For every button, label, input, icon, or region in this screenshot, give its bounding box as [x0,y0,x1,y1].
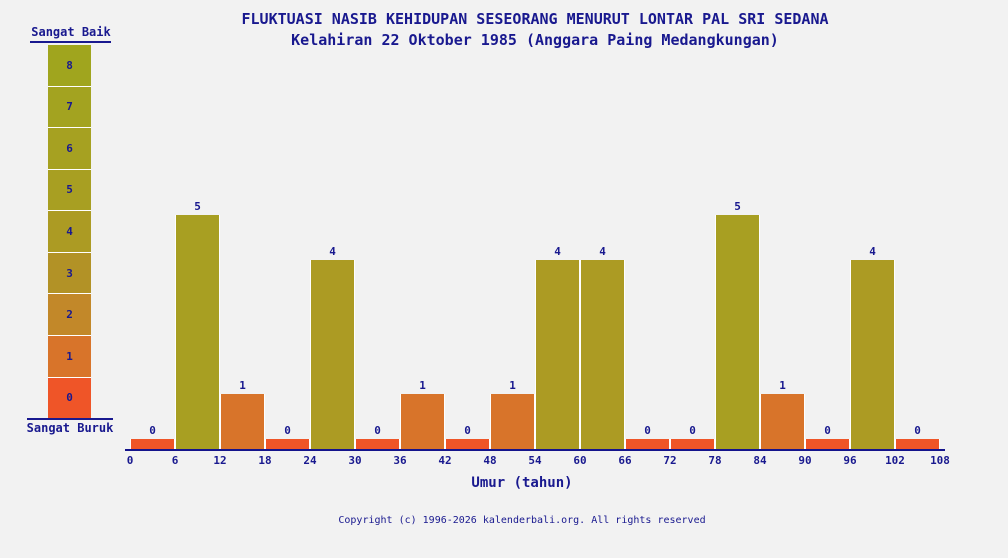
bar-value-label: 0 [284,424,291,437]
legend-cell-value: 1 [66,349,73,363]
bar-umur-90-96 [805,439,850,449]
bar-value-label: 4 [554,245,561,258]
bar-value-label: 0 [824,424,831,437]
bar-value-label: 0 [464,424,471,437]
legend-cell-value: 0 [66,391,73,405]
bar-umur-78-84 [715,215,760,449]
x-tick-30: 30 [348,454,362,467]
x-axis-line [125,449,945,451]
bar-umur-36-42 [400,394,445,449]
legend-cell-value: 5 [66,183,73,197]
legend-cell-value: 4 [66,225,73,239]
bar-value-label: 0 [914,424,921,437]
bar-umur-42-48 [445,439,490,449]
x-tick-18: 18 [258,454,272,467]
bar-umur-12-18 [220,394,265,449]
bar-value-label: 0 [374,424,381,437]
legend-bottom-rule [27,418,113,420]
legend-cell-value: 2 [66,308,73,322]
legend-cell-value: 6 [66,141,73,155]
bar-umur-66-72 [625,439,670,449]
bar-umur-102-108 [895,439,940,449]
x-tick-6: 6 [171,454,179,467]
bar-value-label: 5 [734,200,741,213]
bar-value-label: 0 [644,424,651,437]
legend-worst-label: Sangat Buruk [26,421,114,435]
chart-title: FLUKTUASI NASIB KEHIDUPAN SESEORANG MENU… [241,10,829,28]
bar-umur-84-90 [760,394,805,449]
x-tick-108: 108 [930,454,950,467]
x-tick-24: 24 [303,454,317,467]
bar-value-label: 1 [419,379,426,392]
bar-umur-30-36 [355,439,400,449]
x-tick-0: 0 [126,454,134,467]
x-tick-102: 102 [885,454,905,467]
x-tick-72: 72 [663,454,677,467]
copyright-text: Copyright (c) 1996-2026 kalenderbali.org… [338,515,706,526]
bar-umur-24-30 [310,260,355,449]
bar-value-label: 4 [599,245,606,258]
bar-value-label: 1 [239,379,246,392]
legend-cell-4: 4 [48,211,91,253]
bar-value-label: 4 [869,245,876,258]
bar-umur-54-60 [535,260,580,449]
bar-value-label: 1 [509,379,516,392]
legend-cell-7: 7 [48,86,91,129]
legend-cell-value: 8 [66,58,73,72]
legend-best-label: Sangat Baik [31,25,111,39]
x-tick-78: 78 [708,454,722,467]
legend-cell-6: 6 [48,128,91,170]
x-tick-84: 84 [753,454,767,467]
bar-value-label: 0 [149,424,156,437]
bar-umur-48-54 [490,394,535,449]
x-tick-48: 48 [483,454,497,467]
x-tick-36: 36 [393,454,407,467]
bar-umur-72-78 [670,439,715,449]
x-tick-54: 54 [528,454,542,467]
legend-cell-0: 0 [48,377,91,419]
legend-cell-value: 7 [66,100,73,114]
legend-cell-5: 5 [48,169,91,212]
x-tick-60: 60 [573,454,587,467]
legend-cell-1: 1 [48,335,91,378]
bar-value-label: 1 [779,379,786,392]
bar-value-label: 0 [689,424,696,437]
x-tick-12: 12 [213,454,227,467]
legend-cell-8: 8 [48,45,91,87]
bar-value-label: 5 [194,200,201,213]
bar-umur-6-12 [175,215,220,449]
x-tick-66: 66 [618,454,632,467]
x-axis-label: Umur (tahun) [471,475,573,491]
legend-cell-2: 2 [48,294,91,336]
legend-top-rule [30,41,111,43]
bar-umur-0-6 [130,439,175,449]
x-tick-90: 90 [798,454,812,467]
legend-cell-value: 3 [66,266,73,280]
legend-color-scale: 8 7 6 5 4 3 2 1 0 [48,45,91,419]
bar-umur-18-24 [265,439,310,449]
bar-umur-60-66 [580,260,625,449]
bar-value-label: 4 [329,245,336,258]
x-tick-96: 96 [843,454,857,467]
bar-umur-96-102 [850,260,895,449]
legend-cell-3: 3 [48,252,91,295]
x-tick-42: 42 [438,454,452,467]
chart-subtitle: Kelahiran 22 Oktober 1985 (Anggara Paing… [291,31,779,49]
